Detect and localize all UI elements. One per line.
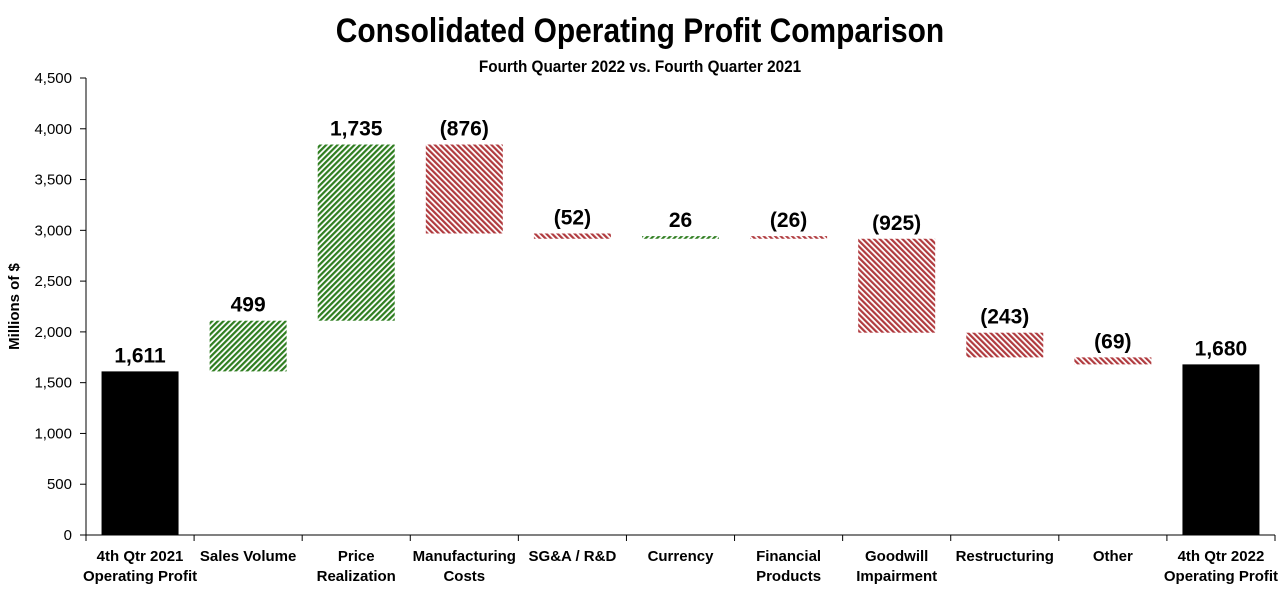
x-category-label: Impairment — [856, 568, 937, 585]
x-category-label: Manufacturing — [413, 548, 516, 565]
x-category-label: Price — [338, 548, 375, 565]
bar-other — [1074, 357, 1152, 365]
y-tick-label: 0 — [64, 527, 72, 544]
y-axis-title: Millions of $ — [6, 263, 23, 350]
labels: 1,611 4th Qtr 2021 Operating Profit 499 Sale… — [83, 118, 1278, 585]
bar-sg-a-r-d — [533, 233, 611, 239]
bar-manufacturing-costs — [425, 144, 503, 234]
bar-restructuring — [966, 332, 1044, 358]
y-tick-label: 4,000 — [34, 121, 72, 138]
x-category-label: Operating Profit — [83, 568, 197, 585]
bar-price-realization — [317, 144, 395, 321]
x-category-label: Sales Volume — [200, 548, 296, 565]
x-category-label: Other — [1093, 548, 1133, 565]
data-label: (69) — [1094, 330, 1131, 353]
x-category-label: Costs — [443, 568, 485, 585]
data-label: (52) — [554, 206, 591, 229]
y-tick-label: 3,000 — [34, 222, 72, 239]
y-tick-label: 2,000 — [34, 324, 72, 341]
x-category-label: Products — [756, 568, 821, 585]
x-category-label: Financial — [756, 548, 821, 565]
y-tick-label: 4,500 — [34, 70, 72, 87]
bar-financial-products — [750, 236, 828, 239]
data-label: (26) — [770, 209, 807, 232]
bar-4th-qtr-2022-operating-profit — [1182, 364, 1260, 535]
chart-subtitle: Fourth Quarter 2022 vs. Fourth Quarter 2… — [478, 57, 802, 76]
y-tick-label: 1,000 — [34, 425, 72, 442]
x-category-label: SG&A / R&D — [529, 548, 617, 565]
data-label: 1,611 — [114, 344, 166, 367]
axes: 0 500 1,000 1,500 2,000 2,500 3,000 3,500 4,000 4… — [6, 70, 1276, 544]
data-label: 1,680 — [1195, 337, 1248, 360]
y-tick-label: 2,500 — [34, 273, 72, 290]
chart-title: Consolidated Operating Profit Comparison — [335, 12, 945, 50]
x-category-label: Operating Profit — [1164, 568, 1278, 585]
x-category-label: 4th Qtr 2022 — [1178, 548, 1265, 565]
x-category-label: 4th Qtr 2021 — [97, 548, 184, 565]
y-tick-label: 500 — [47, 476, 72, 493]
y-tick-label: 3,500 — [34, 172, 72, 189]
x-category-label: Restructuring — [956, 548, 1054, 565]
data-label: (876) — [440, 118, 489, 141]
x-category-label: Realization — [317, 568, 396, 585]
data-label: 499 — [231, 294, 266, 317]
y-tick-label: 1,500 — [34, 375, 72, 392]
bar-4th-qtr-2021-operating-profit — [101, 371, 179, 535]
data-label: 1,735 — [330, 118, 383, 141]
data-label: (925) — [872, 212, 921, 235]
bar-currency — [642, 236, 719, 239]
data-label: (243) — [980, 306, 1029, 329]
bar-goodwill-impairment — [858, 238, 936, 333]
data-label: 26 — [669, 209, 692, 232]
bar-sales-volume — [209, 320, 287, 372]
bars — [101, 144, 1260, 535]
x-category-label: Goodwill — [865, 548, 928, 565]
x-category-label: Currency — [648, 548, 715, 565]
